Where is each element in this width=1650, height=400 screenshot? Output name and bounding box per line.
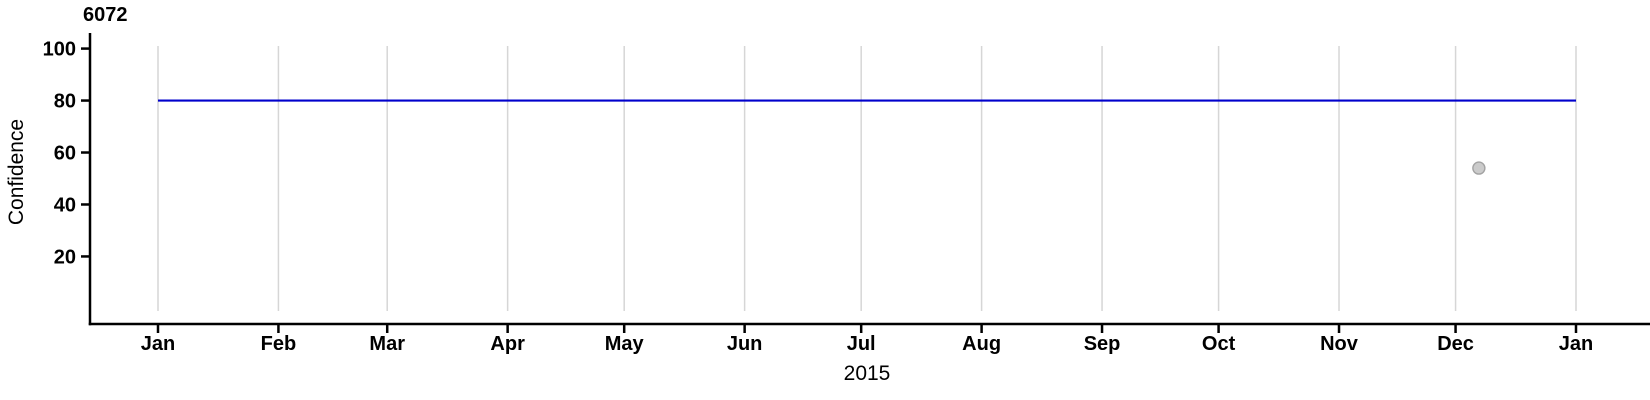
y-tick-label: 40	[54, 194, 76, 216]
x-axis-label: 2015	[843, 362, 891, 385]
x-tick-label: Jan	[141, 333, 175, 355]
x-tick-label: Apr	[490, 333, 525, 355]
x-tick-label: Jun	[727, 333, 763, 355]
x-tick-label: Jan	[1559, 333, 1593, 355]
x-tick-label: Mar	[369, 333, 405, 355]
x-tick-label: Jul	[847, 333, 876, 355]
y-tick-label: 80	[54, 91, 76, 113]
x-tick-label: May	[605, 333, 645, 355]
x-tick-label: Nov	[1320, 333, 1359, 355]
y-tick-label: 60	[54, 143, 76, 165]
chart-title: 6072	[83, 4, 128, 26]
y-tick-label: 20	[54, 246, 76, 268]
x-tick-label: Sep	[1084, 333, 1121, 355]
y-tick-label: 100	[43, 39, 76, 61]
x-tick-label: Dec	[1437, 333, 1474, 355]
x-tick-label: Aug	[962, 333, 1001, 355]
y-axis-label: Confidence	[5, 118, 28, 226]
x-tick-label: Feb	[261, 333, 297, 355]
observation-point	[1472, 161, 1486, 175]
x-tick-label: Oct	[1202, 333, 1236, 355]
